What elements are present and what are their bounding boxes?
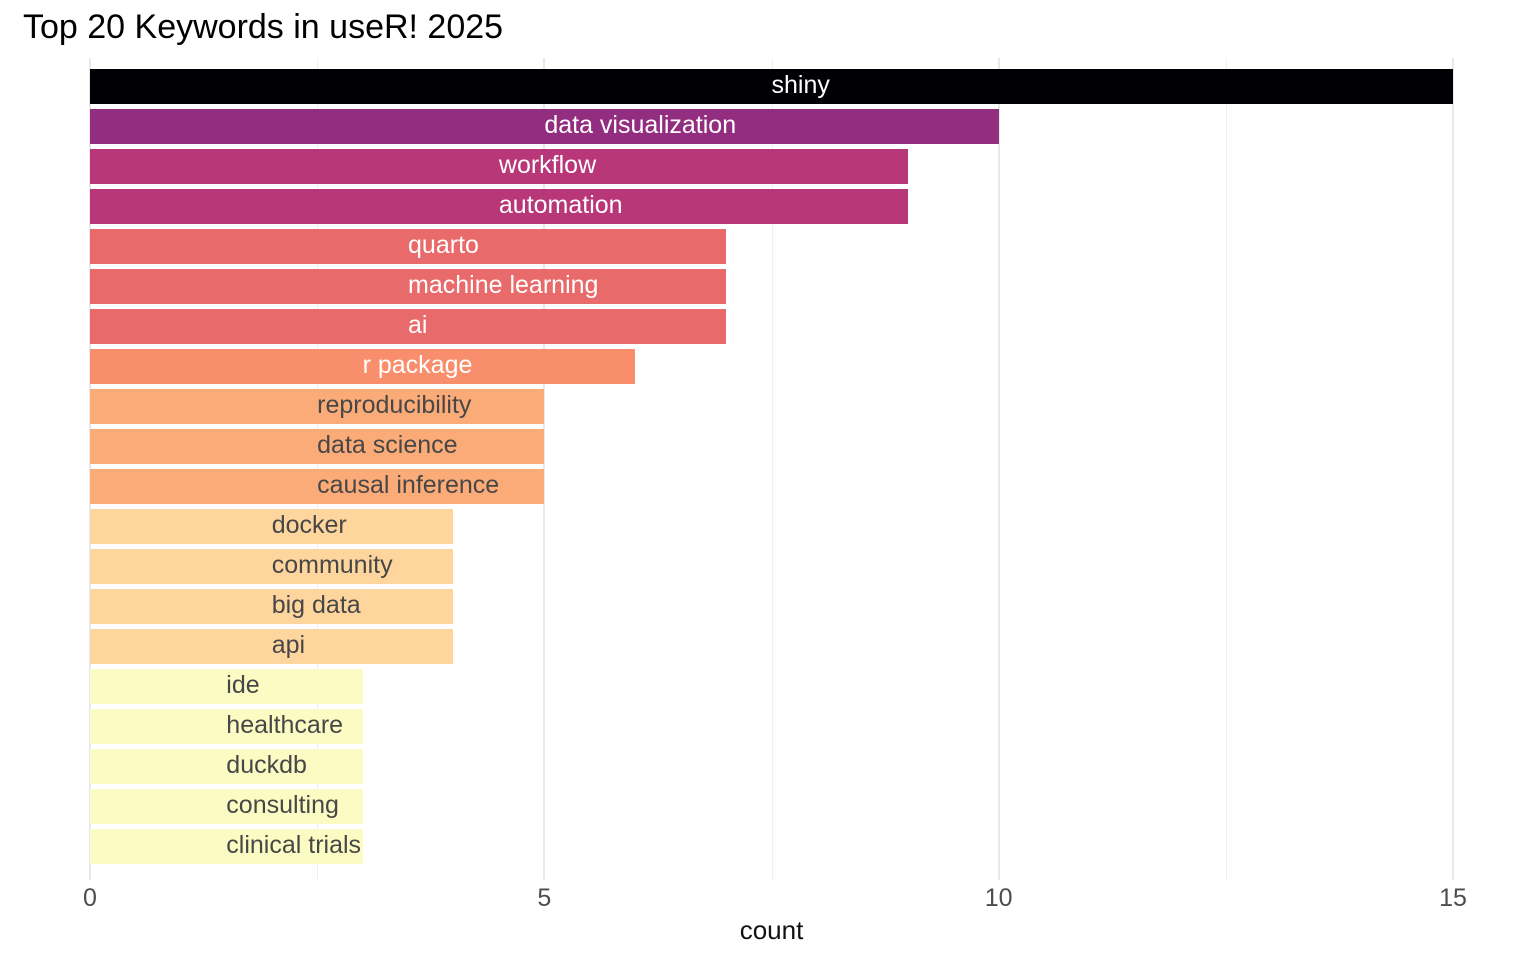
bar: workflow [90, 148, 908, 184]
bar-row: docker [90, 506, 1480, 546]
bar: big data [90, 588, 454, 624]
bar-label: ai [408, 311, 428, 339]
bar-row: data visualization [90, 106, 1480, 146]
x-tick-label: 15 [1439, 884, 1467, 912]
bar: shiny [90, 68, 1453, 104]
bar-row: quarto [90, 226, 1480, 266]
bar: docker [90, 508, 454, 544]
bar: data visualization [90, 108, 999, 144]
bar-label: community [271, 551, 393, 579]
bar-label: causal inference [317, 471, 500, 499]
plot-panel: shiny data visualization workflow automatio… [89, 58, 1480, 880]
gridline-major [997, 58, 1000, 880]
bar-row: community [90, 546, 1480, 586]
bar-row: shiny [90, 66, 1480, 106]
bar-row: automation [90, 186, 1480, 226]
bar-label: api [271, 631, 306, 659]
bar-row: duckdb [90, 746, 1480, 786]
bar: data science [90, 428, 545, 464]
bar-label: workflow [498, 151, 597, 179]
x-tick-label: 10 [984, 884, 1013, 912]
bar-label: data visualization [544, 111, 737, 139]
bar-row: consulting [90, 786, 1480, 826]
bar-label: big data [271, 591, 361, 619]
bar: ai [90, 308, 727, 344]
bar-row: workflow [90, 146, 1480, 186]
bar-row: machine learning [90, 266, 1480, 306]
bar: machine learning [90, 268, 727, 304]
bar: ide [90, 668, 363, 704]
bar: community [90, 548, 454, 584]
bar-label: reproducibility [317, 391, 472, 419]
bar-row: r package [90, 346, 1480, 386]
x-tick-label: 5 [537, 884, 552, 912]
bar: duckdb [90, 748, 363, 784]
bar: r package [90, 348, 636, 384]
bar: causal inference [90, 468, 545, 504]
bar-label: shiny [771, 71, 830, 99]
bar: api [90, 628, 454, 664]
bar: clinical trials [90, 828, 363, 864]
bar-label: clinical trials [226, 831, 362, 859]
bar-row: causal inference [90, 466, 1480, 506]
bar-label: machine learning [408, 271, 599, 299]
bar-row: ide [90, 666, 1480, 706]
bar: consulting [90, 788, 363, 824]
bar-label: quarto [408, 231, 479, 259]
chart-title: Top 20 Keywords in useR! 2025 [23, 8, 504, 46]
bar-label: ide [226, 671, 260, 699]
gridline-minor [771, 58, 773, 880]
bar: healthcare [90, 708, 363, 744]
bar-label: data science [317, 431, 458, 459]
bar: reproducibility [90, 388, 545, 424]
gridline-minor [1225, 58, 1227, 880]
bar-row: clinical trials [90, 826, 1480, 866]
gridline-major [1452, 58, 1454, 880]
bar: quarto [90, 228, 727, 264]
bar-row: api [90, 626, 1480, 666]
bar-row: big data [90, 586, 1480, 626]
bar-label: consulting [226, 791, 339, 819]
bar-label: docker [271, 511, 347, 539]
bar-row: healthcare [90, 706, 1480, 746]
bar-label: automation [498, 191, 623, 219]
x-axis-title: count [739, 915, 804, 945]
gridline-major [543, 58, 546, 880]
bar-label: r package [362, 351, 473, 379]
bar-row: reproducibility [90, 386, 1480, 426]
x-tick-label: 0 [83, 884, 97, 912]
bar-row: ai [90, 306, 1480, 346]
bar-label: healthcare [226, 711, 344, 739]
bar: automation [90, 188, 908, 224]
bar-row: data science [90, 426, 1480, 466]
bars-container: shiny data visualization workflow automatio… [90, 66, 1480, 866]
bar-label: duckdb [226, 751, 307, 779]
